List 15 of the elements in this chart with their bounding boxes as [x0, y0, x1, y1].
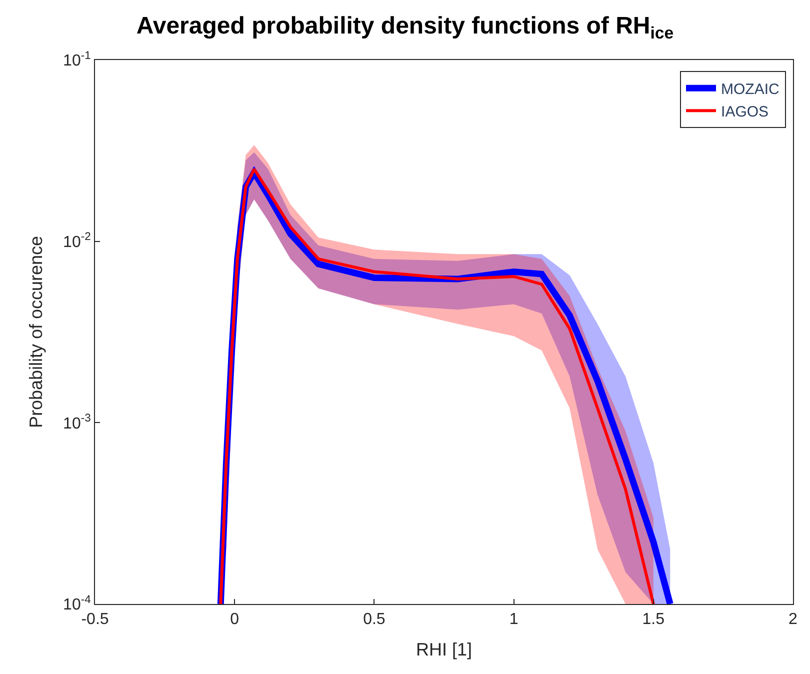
x-axis-title: RHI [1]: [416, 639, 472, 660]
legend-label: MOZAIC: [721, 80, 780, 98]
x-tick-label: 1.5: [642, 611, 665, 628]
x-tick-label: 1: [509, 611, 518, 628]
y-axis-title: Probability of occurence: [26, 236, 46, 428]
y-tick-label: 10$^{-4}$: [63, 594, 91, 614]
y-tick-label: 10$^{-1}$: [63, 50, 91, 70]
x-tick-label: 0.5: [363, 611, 386, 628]
x-tick-label: 2: [788, 611, 798, 628]
chart-title: Averaged probability density functions of RH$_{ice}$: [136, 12, 674, 43]
x-tick-label: -0.5: [81, 611, 109, 628]
legend-label: IAGOS: [721, 103, 769, 120]
y-tick-label: 10$^{-3}$: [63, 412, 91, 432]
y-tick-label: 10$^{-2}$: [63, 231, 91, 251]
x-tick-label: 0: [230, 611, 240, 628]
